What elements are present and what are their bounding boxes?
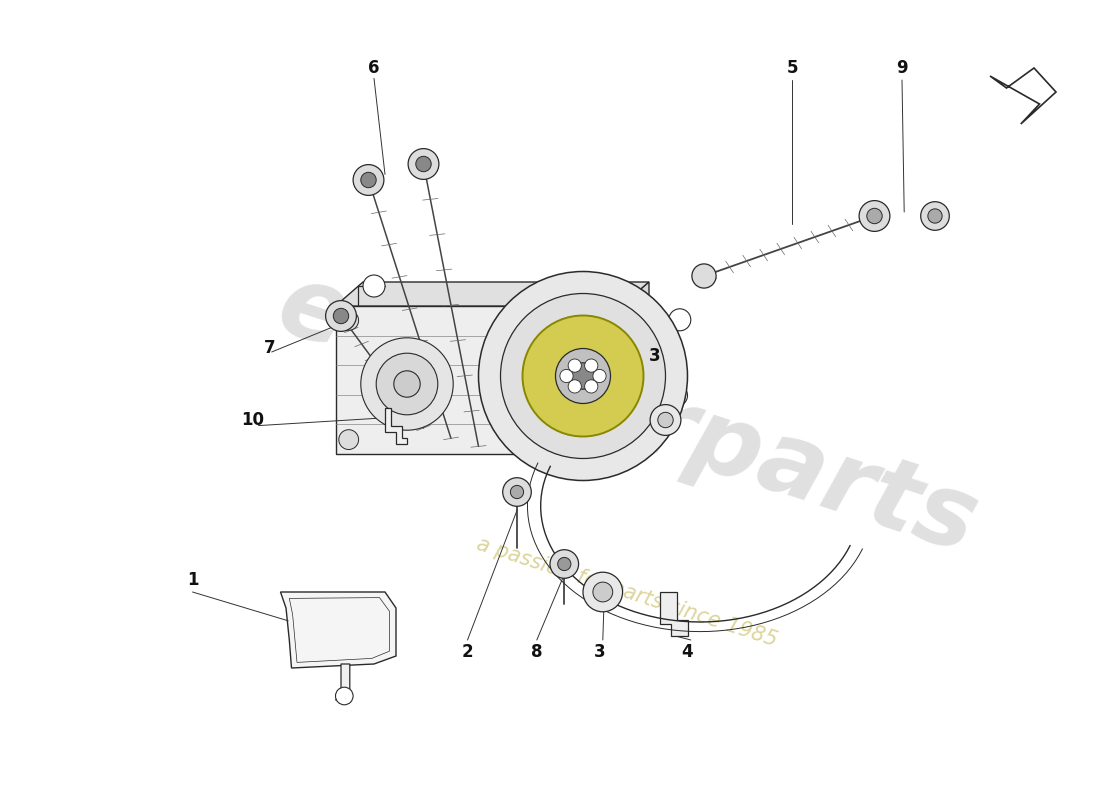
- Circle shape: [593, 582, 613, 602]
- Text: 9: 9: [896, 59, 907, 77]
- Circle shape: [598, 430, 618, 450]
- Circle shape: [927, 209, 942, 223]
- Text: 8: 8: [531, 643, 542, 661]
- Polygon shape: [336, 306, 622, 454]
- Circle shape: [859, 201, 890, 231]
- Circle shape: [921, 202, 949, 230]
- Circle shape: [692, 264, 716, 288]
- Circle shape: [361, 172, 376, 188]
- Circle shape: [503, 478, 531, 506]
- Text: 7: 7: [264, 339, 275, 357]
- Circle shape: [658, 412, 673, 428]
- Polygon shape: [385, 408, 407, 444]
- Polygon shape: [336, 664, 350, 700]
- Text: 3: 3: [594, 643, 605, 661]
- Circle shape: [478, 271, 688, 481]
- Circle shape: [550, 550, 579, 578]
- Text: 1: 1: [187, 571, 198, 589]
- Circle shape: [416, 156, 431, 172]
- Circle shape: [333, 308, 349, 324]
- Text: 10: 10: [242, 411, 264, 429]
- Text: 4: 4: [682, 643, 693, 661]
- Circle shape: [558, 558, 571, 570]
- Circle shape: [339, 310, 359, 330]
- Circle shape: [666, 384, 688, 406]
- Circle shape: [510, 486, 524, 498]
- Text: eurocarparts: eurocarparts: [265, 258, 989, 574]
- Circle shape: [361, 338, 453, 430]
- Text: 2: 2: [462, 643, 473, 661]
- Polygon shape: [280, 592, 396, 668]
- Circle shape: [569, 380, 582, 393]
- Circle shape: [339, 430, 359, 450]
- Circle shape: [556, 349, 610, 403]
- Circle shape: [326, 301, 356, 331]
- Circle shape: [500, 294, 666, 458]
- Circle shape: [522, 315, 644, 437]
- Text: a passion for parts since 1985: a passion for parts since 1985: [474, 534, 780, 650]
- Circle shape: [593, 370, 606, 382]
- Polygon shape: [990, 68, 1056, 124]
- Polygon shape: [660, 592, 688, 636]
- Text: 5: 5: [786, 59, 798, 77]
- Circle shape: [570, 362, 596, 389]
- Polygon shape: [621, 282, 649, 454]
- Circle shape: [585, 380, 598, 393]
- Text: 6: 6: [368, 59, 379, 77]
- Circle shape: [376, 354, 438, 414]
- Circle shape: [583, 572, 623, 612]
- Text: 3: 3: [649, 347, 660, 365]
- Circle shape: [394, 370, 420, 397]
- Polygon shape: [336, 282, 649, 306]
- Circle shape: [336, 687, 353, 705]
- Circle shape: [585, 359, 598, 372]
- Circle shape: [650, 405, 681, 435]
- Circle shape: [669, 309, 691, 331]
- Circle shape: [408, 149, 439, 179]
- Circle shape: [560, 370, 573, 382]
- Circle shape: [363, 275, 385, 297]
- Circle shape: [598, 310, 618, 330]
- Circle shape: [867, 208, 882, 224]
- Circle shape: [353, 165, 384, 195]
- Circle shape: [568, 359, 581, 372]
